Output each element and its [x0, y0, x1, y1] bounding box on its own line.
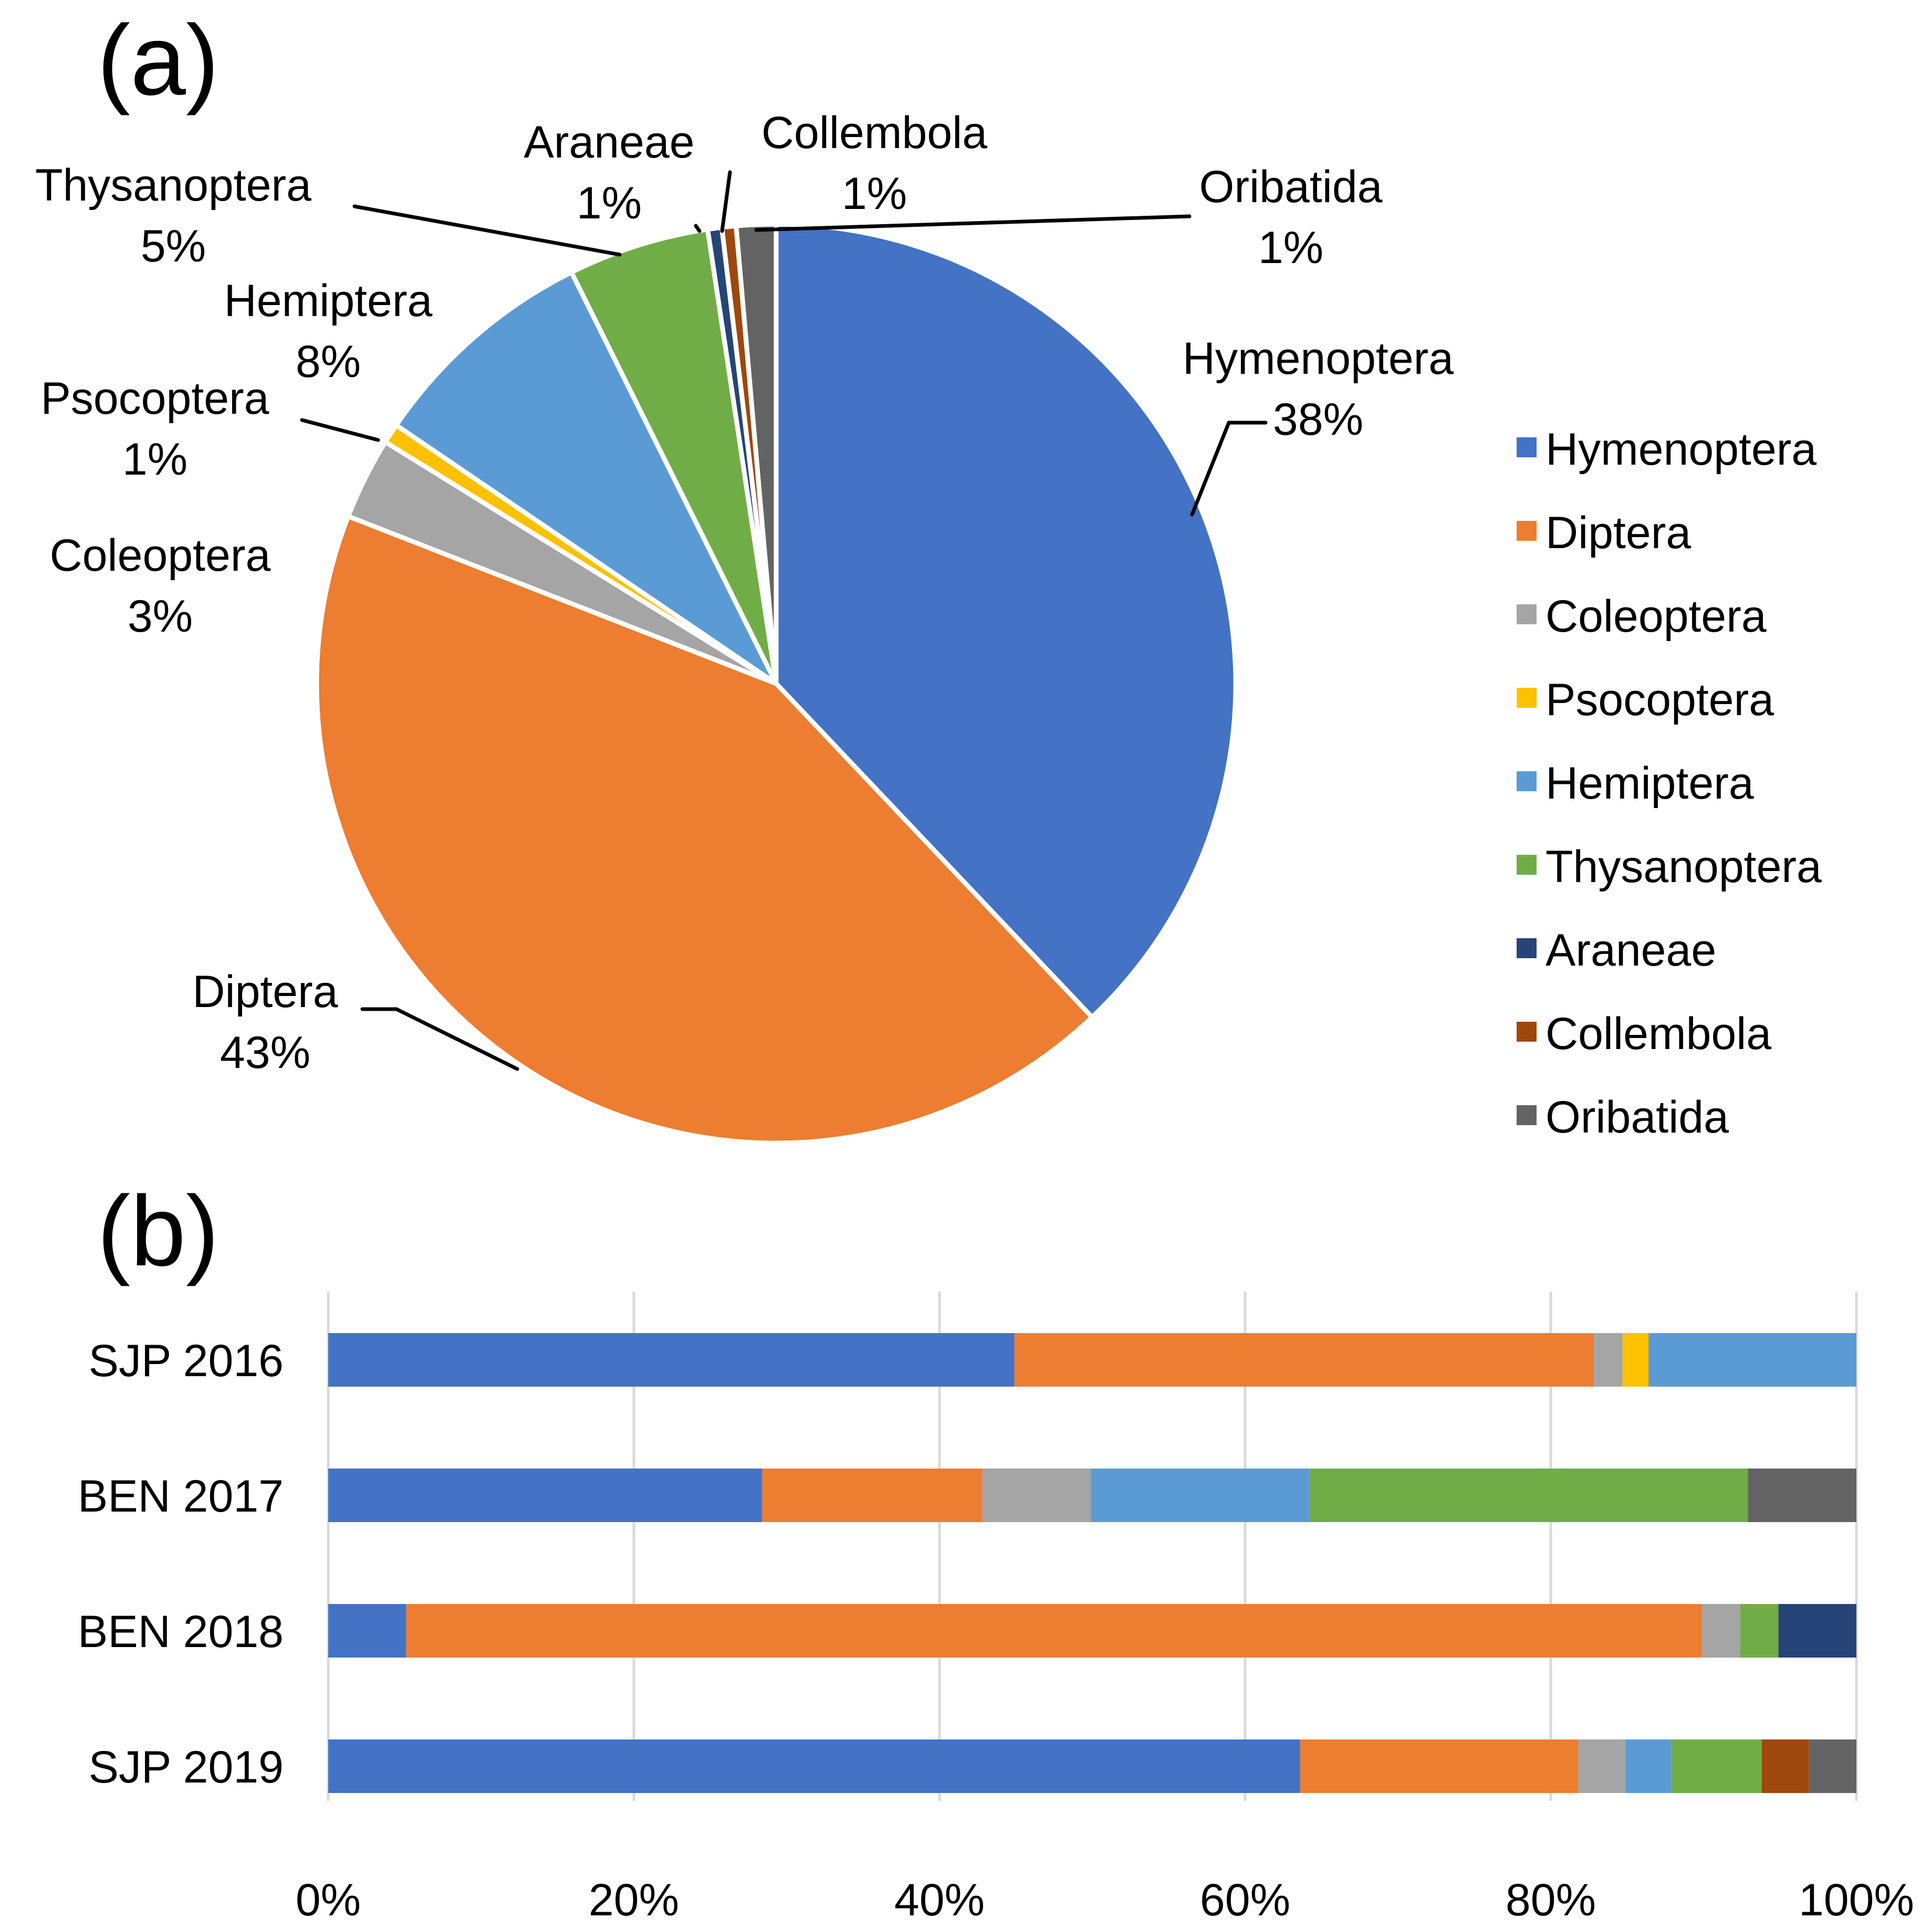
- pie-label-value-hemiptera: 8%: [296, 337, 361, 387]
- pie-label-value-thysanoptera: 5%: [141, 221, 206, 271]
- stacked-bar-chart: SJP 2016 BEN 2017 BEN 2018 SJP 2019 0% 20% 40…: [78, 1292, 1914, 1925]
- pie-leader-line-psocoptera: [300, 418, 380, 442]
- category-label-sjp-2016: SJP 2016: [89, 1336, 284, 1386]
- pie-label-name-psocoptera: Psocoptera: [40, 373, 269, 424]
- pie-label-name-oribatida: Oribatida: [1199, 162, 1383, 212]
- bar-segment-ben-2018-diptera: [406, 1604, 1703, 1658]
- pie-slice-diptera: [314, 513, 1095, 1146]
- bar-segment-ben-2017-diptera: [762, 1469, 983, 1522]
- legend-swatch-hymenoptera: [1517, 437, 1537, 457]
- pie-label-value-oribatida: 1%: [1258, 223, 1323, 273]
- bar-segment-sjp-2019-coleoptera: [1578, 1739, 1626, 1793]
- legend-label-oribatida: Oribatida: [1545, 1092, 1729, 1142]
- bar-segment-sjp-2016-hymenoptera: [328, 1333, 1015, 1387]
- pie-label-name-hymenoptera: Hymenoptera: [1183, 333, 1454, 384]
- legend-label-hymenoptera: Hymenoptera: [1545, 424, 1816, 475]
- bar-segment-ben-2017-hymenoptera: [328, 1469, 763, 1522]
- legend-label-hemiptera: Hemiptera: [1545, 758, 1754, 809]
- pie-label-value-araneae: 1%: [577, 178, 642, 228]
- bar-segments: [328, 1333, 1856, 1793]
- bar-segment-sjp-2019-oribatida: [1809, 1739, 1856, 1793]
- pie-legend: Hymenoptera Diptera Coleoptera Psocoptera He…: [1517, 424, 1822, 1142]
- legend-label-thysanoptera: Thysanoptera: [1545, 842, 1822, 892]
- legend-swatch-coleoptera: [1517, 604, 1537, 624]
- panel-label-b: (b): [97, 1176, 219, 1287]
- pie-slice-oribatida: [734, 222, 779, 686]
- pie-leader-line-thysanoptera: [352, 204, 622, 257]
- pie-leader-lines: [300, 170, 1268, 1071]
- pie-label-value-collembola: 1%: [842, 169, 907, 219]
- bar-segment-sjp-2019-collembola: [1761, 1739, 1809, 1793]
- bar-segment-ben-2017-coleoptera: [982, 1469, 1091, 1522]
- bar-segment-sjp-2016-diptera: [1014, 1333, 1594, 1387]
- category-label-ben-2018: BEN 2018: [78, 1607, 284, 1657]
- bar-segment-sjp-2016-psocoptera: [1622, 1333, 1649, 1387]
- pie-leader-line-diptera: [360, 1007, 519, 1071]
- bar-segment-sjp-2016-hemiptera: [1648, 1333, 1856, 1387]
- pie-label-name-hemiptera: Hemiptera: [224, 276, 433, 326]
- pie-slice-hymenoptera: [774, 222, 1238, 1020]
- pie-label-name-thysanoptera: Thysanoptera: [35, 160, 311, 211]
- x-tick-label-40: 40%: [894, 1875, 985, 1925]
- legend-swatch-hemiptera: [1517, 771, 1537, 791]
- legend-label-psocoptera: Psocoptera: [1545, 675, 1774, 725]
- pie-leader-line-hymenoptera: [1190, 421, 1268, 517]
- pie-label-value-hymenoptera: 38%: [1273, 394, 1363, 445]
- panel-label-a: (a): [97, 5, 219, 116]
- bar-segment-sjp-2019-hemiptera: [1625, 1739, 1672, 1793]
- pie-leader-line-oribatida: [754, 214, 1192, 232]
- pie-data-labels: Hymenoptera 38% Diptera 43% Coleoptera 3% Psoc…: [35, 108, 1454, 1078]
- category-label-ben-2017: BEN 2017: [78, 1471, 284, 1522]
- bar-segment-ben-2018-coleoptera: [1702, 1604, 1740, 1658]
- pie-slice-hemiptera: [394, 270, 779, 686]
- pie-label-name-collembola: Collembola: [761, 108, 987, 158]
- x-tick-label-0: 0%: [296, 1875, 361, 1925]
- bar-segment-ben-2017-thysanoptera: [1309, 1469, 1748, 1522]
- x-tick-label-20: 20%: [589, 1875, 679, 1925]
- legend-label-diptera: Diptera: [1545, 508, 1691, 558]
- bar-segment-sjp-2016-coleoptera: [1593, 1333, 1623, 1387]
- pie-label-name-diptera: Diptera: [192, 967, 338, 1017]
- pie-leader-line-collembola: [720, 170, 732, 233]
- pie-slices: [314, 222, 1238, 1146]
- bar-x-tick-labels: 0% 20% 40% 60% 80% 100%: [296, 1875, 1914, 1925]
- x-tick-label-60: 60%: [1200, 1875, 1290, 1925]
- legend-swatch-thysanoptera: [1517, 855, 1537, 875]
- pie-label-name-coleoptera: Coleoptera: [50, 530, 271, 581]
- legend-swatch-araneae: [1517, 938, 1537, 958]
- bar-category-labels: SJP 2016 BEN 2017 BEN 2018 SJP 2019: [78, 1336, 284, 1792]
- bar-segment-ben-2018-araneae: [1778, 1604, 1856, 1658]
- bar-segment-sjp-2019-thysanoptera: [1671, 1739, 1762, 1793]
- legend-label-collembola: Collembola: [1545, 1009, 1771, 1059]
- bar-segment-sjp-2019-hymenoptera: [328, 1739, 1300, 1793]
- pie-label-value-coleoptera: 3%: [128, 591, 193, 642]
- legend-label-coleoptera: Coleoptera: [1545, 591, 1767, 642]
- pie-leader-line-araneae: [694, 224, 702, 233]
- category-label-sjp-2019: SJP 2019: [89, 1742, 284, 1792]
- pie-label-value-psocoptera: 1%: [122, 434, 187, 485]
- pie-chart: Hymenoptera 38% Diptera 43% Coleoptera 3% Psoc…: [35, 108, 1822, 1146]
- legend-swatch-collembola: [1517, 1022, 1537, 1042]
- bar-segment-ben-2018-thysanoptera: [1740, 1604, 1779, 1658]
- x-tick-label-80: 80%: [1506, 1875, 1596, 1925]
- bar-segment-ben-2018-hymenoptera: [328, 1604, 406, 1658]
- legend-swatch-diptera: [1517, 521, 1537, 541]
- bar-segment-ben-2017-hemiptera: [1091, 1469, 1310, 1522]
- legend-swatch-psocoptera: [1517, 688, 1537, 708]
- x-tick-label-100: 100%: [1799, 1875, 1914, 1925]
- legend-swatch-oribatida: [1517, 1105, 1537, 1125]
- pie-label-name-araneae: Araneae: [524, 117, 694, 167]
- bar-segment-ben-2017-oribatida: [1748, 1469, 1856, 1522]
- pie-label-value-diptera: 43%: [220, 1028, 310, 1078]
- legend-label-araneae: Araneae: [1545, 925, 1716, 976]
- bar-segment-sjp-2019-diptera: [1300, 1739, 1579, 1793]
